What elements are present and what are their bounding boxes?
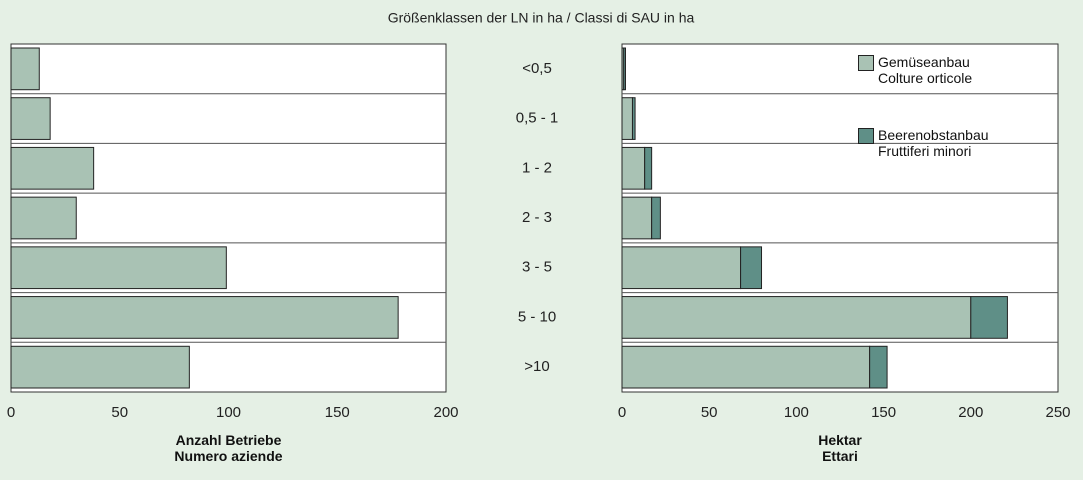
x-tick-label: 150 (325, 404, 350, 421)
x-tick-label: 100 (784, 404, 809, 421)
x-tick-label: 0 (7, 404, 15, 421)
bar (651, 196, 661, 240)
chart-title: Größenklassen der LN in ha / Classi di S… (388, 10, 695, 26)
bar (10, 146, 95, 190)
bar (10, 47, 40, 91)
legend-swatch (858, 128, 874, 144)
x-axis-label: Anzahl Betriebe Numero aziende (174, 432, 283, 464)
bar (621, 246, 742, 290)
x-tick-label: 50 (701, 404, 718, 421)
x-tick-label: 50 (111, 404, 128, 421)
x-tick-label: 150 (871, 404, 896, 421)
bar (10, 246, 227, 290)
bar (621, 97, 633, 140)
legend-label: Beerenobstanbau Fruttiferi minori (878, 127, 989, 159)
category-label: 5 - 10 (518, 308, 556, 325)
category-label: 1 - 2 (522, 159, 552, 176)
category-label: 3 - 5 (522, 259, 552, 276)
x-tick-label: 200 (433, 404, 458, 421)
bar (621, 146, 646, 190)
legend-swatch (858, 55, 874, 71)
bar (10, 296, 399, 339)
plot-area (621, 43, 1059, 393)
bar (621, 196, 653, 240)
bar (644, 146, 653, 190)
category-label: 2 - 3 (522, 209, 552, 226)
legend-label: Gemüseanbau Colture orticole (878, 54, 973, 86)
category-label: 0,5 - 1 (516, 110, 559, 127)
bar (10, 196, 77, 240)
bar (623, 47, 626, 91)
x-tick-label: 250 (1045, 404, 1070, 421)
bar (10, 97, 51, 140)
bar (10, 345, 190, 389)
x-tick-label: 100 (216, 404, 241, 421)
x-axis-label: Hektar Ettari (818, 432, 862, 464)
category-label: >10 (524, 358, 549, 375)
bar (631, 97, 636, 140)
bar (621, 345, 871, 389)
bar (970, 296, 1008, 339)
bar (740, 246, 763, 290)
x-tick-label: 200 (958, 404, 983, 421)
category-label: <0,5 (522, 60, 552, 77)
x-tick-label: 0 (618, 404, 626, 421)
bar (869, 345, 888, 389)
bar (621, 296, 972, 339)
